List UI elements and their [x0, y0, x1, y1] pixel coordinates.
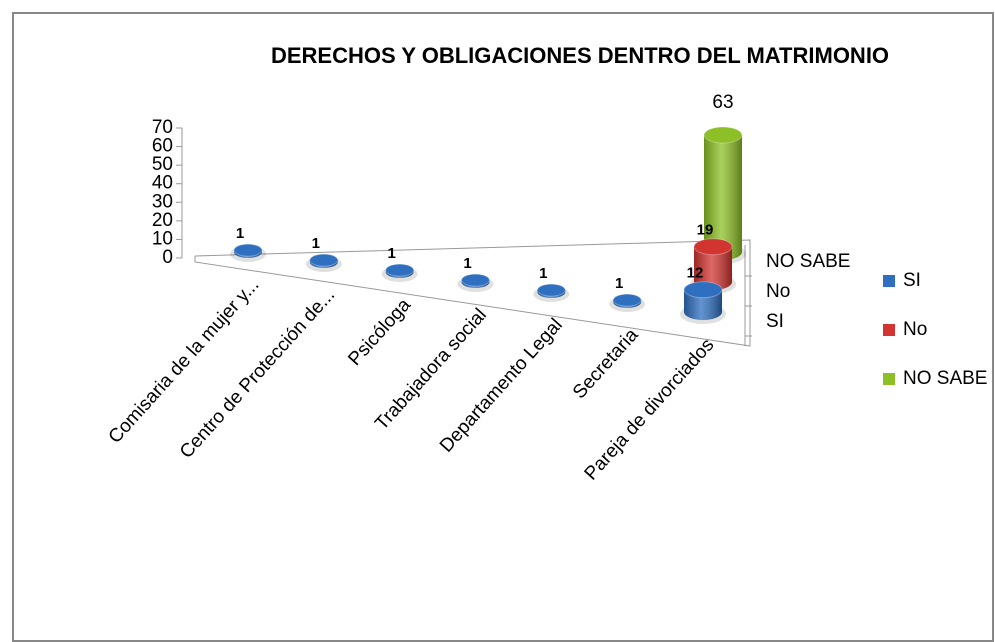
y-tick-label: 70 [152, 117, 173, 138]
cylinder-top [309, 253, 339, 267]
cylinder-shade [684, 289, 722, 320]
y-tick-label: 10 [152, 228, 173, 249]
cylinder-shade [704, 135, 742, 260]
data-label: 1 [387, 245, 395, 262]
depth-label: No [766, 281, 790, 302]
data-label: 1 [615, 275, 623, 292]
legend-swatch [883, 373, 895, 385]
cylinder-top [461, 273, 490, 287]
y-tick-label: 20 [152, 210, 173, 231]
legend-label: SI [903, 270, 921, 291]
legend-swatch [883, 275, 895, 287]
legend-label: No [903, 319, 927, 340]
floor [194, 239, 751, 347]
data-label: 1 [539, 265, 547, 282]
cylinder-top [385, 263, 415, 277]
depth-label: SI [766, 311, 784, 332]
y-tick-label: 60 [152, 136, 173, 157]
y-tick-label: 50 [152, 154, 173, 175]
cylinder-top [703, 126, 743, 144]
data-label: 1 [236, 225, 244, 242]
legend-label: NO SABE [903, 368, 987, 389]
y-tick-label: 40 [152, 173, 173, 194]
depth-label: NO SABE [766, 251, 850, 272]
data-label: 63 [712, 92, 733, 113]
frame [12, 12, 994, 642]
y-tick-label: 0 [162, 247, 173, 268]
cylinder-top [233, 243, 263, 257]
data-label: 19 [697, 222, 714, 239]
cylinder-top [693, 238, 733, 256]
chart-title: DERECHOS Y OBLIGACIONES DENTRO DEL MATRI… [271, 43, 889, 68]
data-label: 1 [463, 255, 471, 272]
data-label: 1 [312, 235, 320, 252]
cylinder-top [612, 293, 642, 307]
y-tick-label: 30 [152, 191, 173, 212]
cylinder-top [683, 281, 723, 299]
cylinder-shade [694, 246, 732, 290]
cylinder-top [536, 283, 566, 297]
data-label: 12 [687, 265, 704, 282]
legend-swatch [883, 324, 895, 336]
